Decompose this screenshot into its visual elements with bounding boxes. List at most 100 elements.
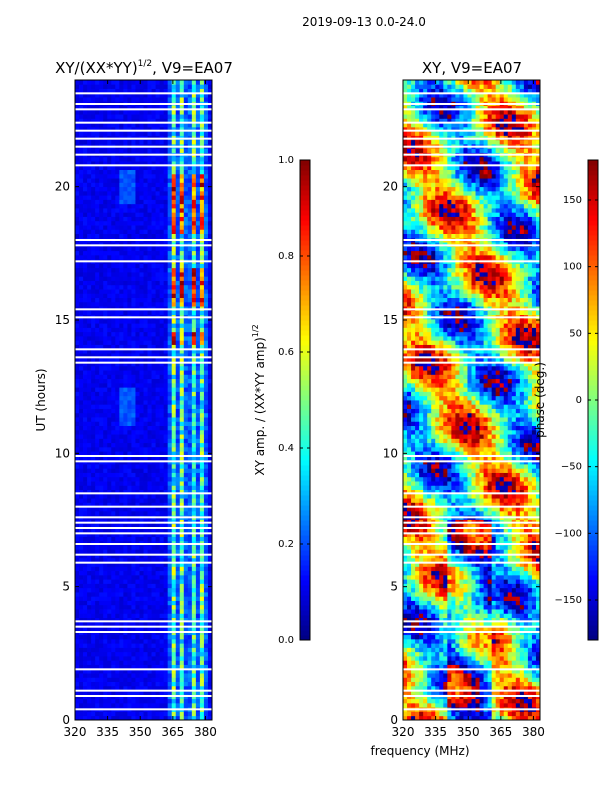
amplitude-cell <box>191 225 197 230</box>
amplitude-cell <box>107 673 112 678</box>
amplitude-cell <box>83 216 88 222</box>
amplitude-cell <box>111 404 116 409</box>
amplitude-cell <box>135 421 140 426</box>
amplitude-cell <box>91 208 96 213</box>
amplitude-cell <box>107 621 112 627</box>
amplitude-cell <box>159 267 165 273</box>
amplitude-cell <box>127 126 132 132</box>
amplitude-cell <box>183 442 189 448</box>
amplitude-cell <box>151 126 156 132</box>
amplitude-cell <box>91 276 96 281</box>
amplitude-cell <box>143 664 148 670</box>
amplitude-cell <box>99 374 104 380</box>
amplitude-cell <box>111 455 116 461</box>
amplitude-cell <box>179 122 185 128</box>
amplitude-cell <box>119 673 124 678</box>
amplitude-cell <box>87 97 92 102</box>
amplitude-cell <box>207 604 213 610</box>
amplitude-cell <box>171 195 177 200</box>
amplitude-cell <box>183 609 189 614</box>
amplitude-cell <box>103 284 108 290</box>
amplitude-cell <box>171 656 177 661</box>
amplitude-cell <box>131 592 136 597</box>
amplitude-cell <box>87 434 92 439</box>
amplitude-cell <box>103 327 108 333</box>
amplitude-cell <box>95 421 100 426</box>
amplitude-cell <box>191 510 197 516</box>
amplitude-cell <box>127 698 132 704</box>
amplitude-cell <box>131 276 136 281</box>
amplitude-cell <box>79 562 84 567</box>
amplitude-cell <box>123 438 128 444</box>
amplitude-cell <box>179 702 185 708</box>
amplitude-cell <box>191 310 197 316</box>
amplitude-cell <box>75 203 80 209</box>
amplitude-cell <box>167 126 173 132</box>
amplitude-cell <box>143 208 148 213</box>
amplitude-cell <box>83 438 88 444</box>
amplitude-cell <box>195 656 201 661</box>
amplitude-cell <box>111 528 116 533</box>
amplitude-cell <box>103 331 108 337</box>
amplitude-cell <box>111 250 116 256</box>
amplitude-cell <box>115 327 120 333</box>
amplitude-cell <box>83 370 88 375</box>
amplitude-cell <box>191 711 197 717</box>
amplitude-cell <box>203 327 209 333</box>
amplitude-cell <box>115 156 120 162</box>
amplitude-cell <box>147 254 152 260</box>
amplitude-cell <box>147 566 152 572</box>
amplitude-cell <box>95 643 100 648</box>
amplitude-cell <box>167 634 173 640</box>
amplitude-cell <box>135 557 140 563</box>
amplitude-cell <box>195 617 201 623</box>
amplitude-cell <box>163 331 169 337</box>
amplitude-cell <box>179 233 185 239</box>
amplitude-cell <box>187 523 193 529</box>
amplitude-cell <box>107 400 112 405</box>
amplitude-cell <box>155 195 161 200</box>
amplitude-cell <box>179 126 185 132</box>
amplitude-cell <box>163 715 169 721</box>
amplitude-cell <box>183 621 189 627</box>
amplitude-cell <box>199 434 205 439</box>
amplitude-cell <box>139 451 144 456</box>
amplitude-cell <box>207 698 213 704</box>
amplitude-cell <box>91 395 96 401</box>
amplitude-cell <box>171 220 177 226</box>
amplitude-cell <box>115 212 120 217</box>
amplitude-cell <box>199 109 205 115</box>
amplitude-cell <box>207 199 213 205</box>
amplitude-cell <box>187 331 193 337</box>
amplitude-cell <box>115 395 120 401</box>
amplitude-cell <box>175 310 181 316</box>
amplitude-cell <box>191 216 197 222</box>
amplitude-cell <box>83 289 88 294</box>
amplitude-cell <box>79 118 84 124</box>
amplitude-cell <box>143 374 148 380</box>
amplitude-cell <box>155 506 161 512</box>
amplitude-cell <box>171 417 177 422</box>
amplitude-cell <box>119 562 124 567</box>
amplitude-cell <box>207 105 213 111</box>
amplitude-cell <box>87 438 92 444</box>
amplitude-cell <box>191 284 197 290</box>
amplitude-cell <box>155 387 161 392</box>
amplitude-cell <box>183 225 189 230</box>
amplitude-cell <box>83 336 88 341</box>
amplitude-cell <box>143 348 148 354</box>
amplitude-cell <box>167 715 173 721</box>
amplitude-cell <box>147 613 152 618</box>
amplitude-cell <box>95 327 100 333</box>
amplitude-cell <box>115 165 120 170</box>
amplitude-cell <box>147 276 152 281</box>
amplitude-cell <box>107 685 112 691</box>
amplitude-cell <box>175 190 181 196</box>
amplitude-cell <box>103 229 108 234</box>
amplitude-cell <box>83 284 88 290</box>
amplitude-cell <box>91 318 96 324</box>
amplitude-cell <box>163 297 169 303</box>
amplitude-cell <box>107 425 112 431</box>
amplitude-cell <box>195 579 201 584</box>
amplitude-cell <box>87 656 92 661</box>
